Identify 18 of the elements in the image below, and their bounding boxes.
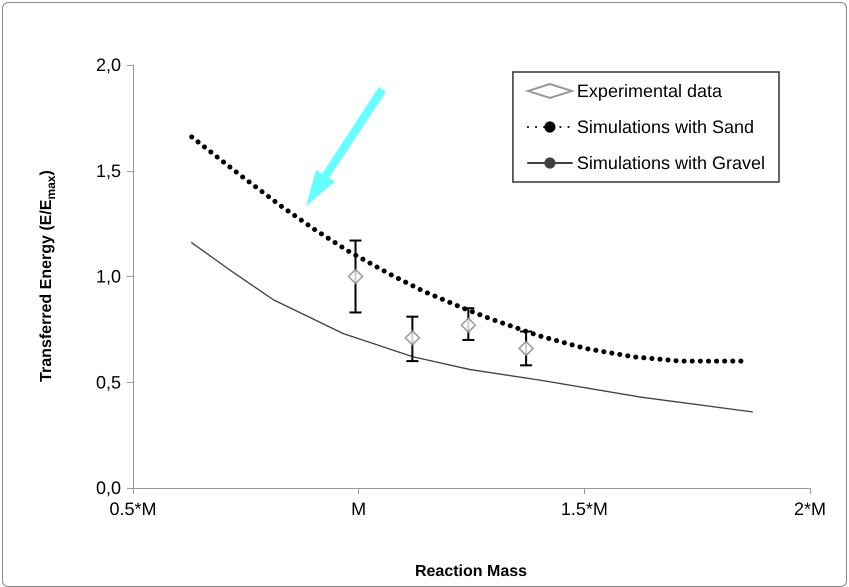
y-tick-label: 1,0 (96, 266, 121, 286)
x-tick-label: 1.5*M (560, 499, 608, 519)
x-tick-label: 2*M (794, 499, 826, 519)
point (460, 317, 476, 333)
point (518, 340, 534, 356)
legend-label: Experimental data (576, 81, 723, 101)
x-tick-label: 0.5*M (109, 499, 157, 519)
y-tick-label: 2,0 (96, 55, 121, 75)
x-axis-title: Reaction Mass (414, 563, 528, 581)
y-tick-label: 0,5 (96, 372, 121, 392)
legend-label: Simulations with Sand (576, 117, 754, 137)
point (404, 330, 420, 346)
x-tick-label: M (351, 499, 366, 519)
line-series (191, 242, 753, 413)
y-tick-label: 1,5 (96, 160, 121, 181)
y-tick-label: 0,0 (96, 478, 121, 498)
legend-label: Simulations with Gravel (576, 153, 766, 173)
point (348, 268, 364, 284)
